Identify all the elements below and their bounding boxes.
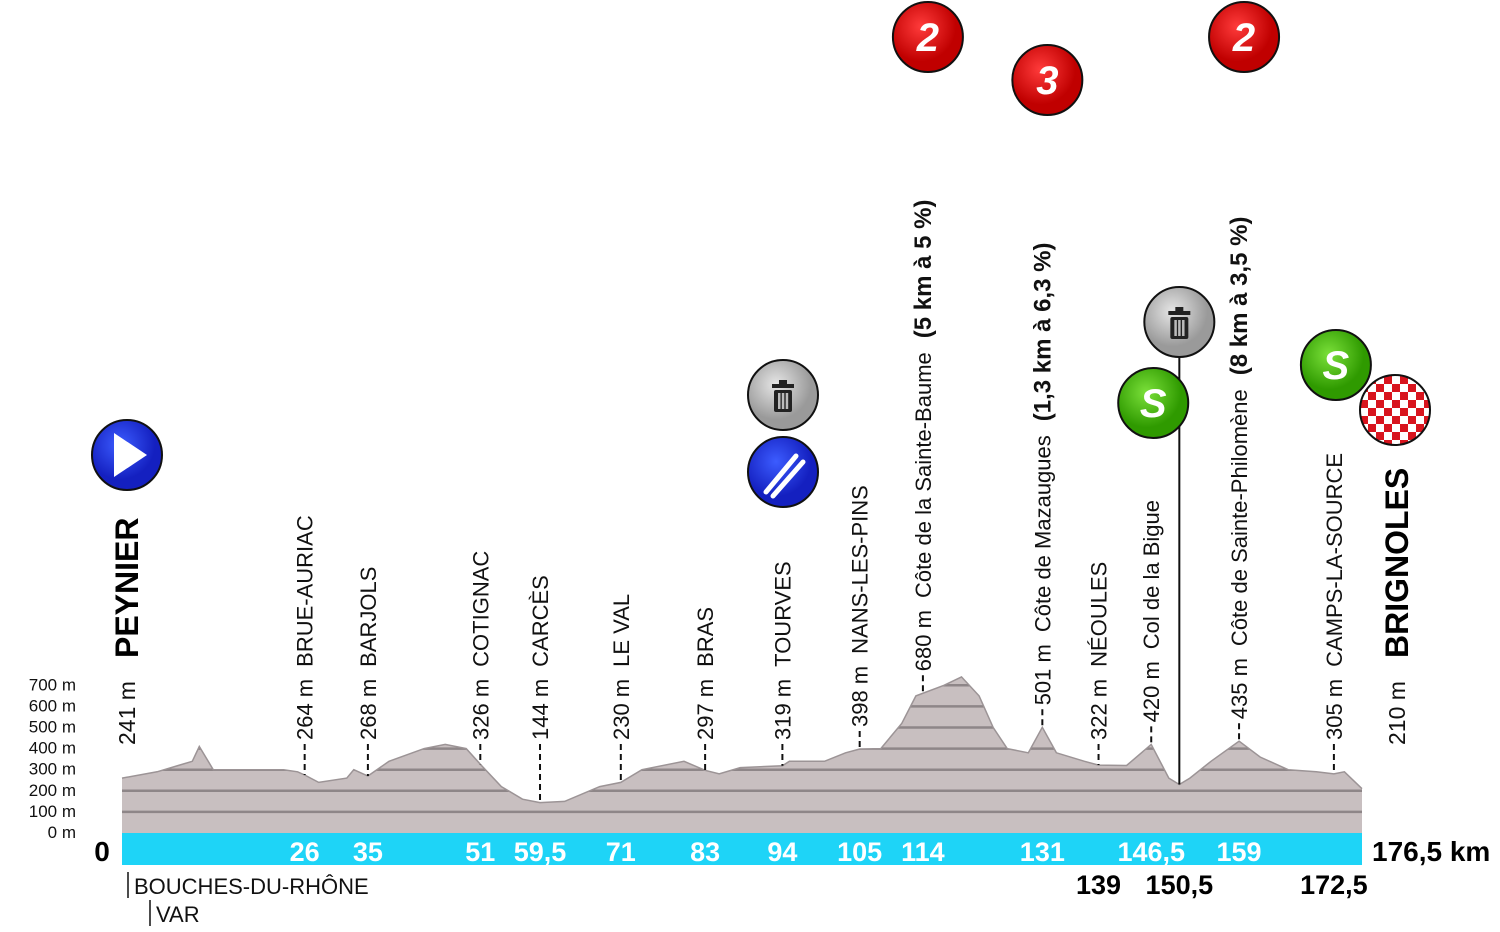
climb-category: 2 [1232, 16, 1255, 60]
waypoint-altitude: 322 m [1087, 679, 1112, 740]
waypoint-name: BRIGNOLES [1379, 468, 1415, 658]
km-label: 0 [94, 836, 110, 867]
km-label: 83 [690, 837, 720, 867]
waypoint-name: CARCÈS [528, 575, 553, 667]
waypoint-name: BRAS [693, 607, 718, 667]
climb-detail: (5 km à 5 %) [910, 199, 937, 338]
waypoint-label: 435 m Côte de Sainte-Philomène (8 km à 3,5… [1226, 216, 1253, 719]
y-tick-label: 0 m [48, 823, 76, 842]
km-label: 59,5 [514, 837, 567, 867]
sprint-icon [1299, 329, 1372, 401]
feed-cutlery [763, 453, 806, 499]
waypoint-label: 319 m TOURVES [770, 561, 795, 740]
waypoint-altitude: 435 m [1227, 658, 1252, 719]
waypoint-label: 268 m BARJOLS [356, 567, 381, 740]
waypoint-altitude: 501 m [1030, 644, 1055, 705]
start-arrow [114, 433, 147, 477]
waypoint-label: 322 m NÉOULES [1087, 562, 1112, 740]
y-tick-label: 600 m [29, 696, 76, 715]
y-tick-label: 100 m [29, 802, 76, 821]
waypoint-altitude: 144 m [528, 679, 553, 740]
km-band [122, 833, 1362, 865]
y-tick-label: 300 m [29, 760, 76, 779]
waypoint-name: NANS-LES-PINS [848, 485, 873, 654]
sprint-icon [1117, 367, 1190, 439]
km-label: 26 [290, 837, 320, 867]
km-label: 35 [353, 837, 383, 867]
waypoint-altitude: 326 m [468, 679, 493, 740]
waypoint-label: 144 m CARCÈS [528, 575, 553, 740]
km-label-lower: 150,5 [1146, 870, 1214, 900]
km-label: 105 [837, 837, 882, 867]
km-label: 94 [767, 837, 797, 867]
waypoint-altitude: 420 m [1139, 661, 1164, 722]
waypoint-name: LE VAL [609, 594, 634, 667]
waypoint-label: 398 m NANS-LES-PINS [848, 485, 873, 727]
waypoint-name: Côte de Sainte-Philomène [1227, 389, 1252, 646]
waypoint-name: NÉOULES [1087, 562, 1112, 667]
waste-zone-trash [1168, 307, 1191, 339]
km-label: 146,5 [1117, 837, 1185, 867]
waypoint-altitude: 230 m [609, 679, 634, 740]
waypoint-label: 420 m Col de la Bigue [1139, 500, 1164, 722]
waypoint-name: BRUE-AURIAC [293, 515, 318, 667]
y-tick-label: 700 m [29, 675, 76, 694]
waypoint-name: BARJOLS [356, 567, 381, 667]
waypoint-altitude: 210 m [1384, 681, 1410, 745]
waypoint-name: Côte de Mazaugues [1030, 435, 1055, 632]
finish-icon [1359, 374, 1431, 446]
climb-icon [1208, 1, 1281, 73]
waypoint-altitude: 297 m [693, 679, 718, 740]
waypoint-label: 680 m Côte de la Sainte-Baume (5 km à 5 %) [910, 199, 937, 671]
climb-category: 3 [1036, 59, 1058, 103]
waypoint-name: Col de la Bigue [1139, 500, 1164, 649]
profile-edge [121, 675, 1363, 804]
climb-icon [891, 1, 964, 73]
waypoint-altitude: 680 m [911, 610, 936, 671]
km-label: 71 [606, 837, 636, 867]
waypoint-altitude: 319 m [770, 679, 795, 740]
y-tick-label: 500 m [29, 718, 76, 737]
km-label: 51 [465, 837, 495, 867]
profile-area [122, 676, 1362, 833]
waypoint-altitude: 305 m [1322, 679, 1347, 740]
km-label-lower: 139 [1076, 870, 1121, 900]
waypoint-altitude: 241 m [114, 681, 140, 745]
icons [91, 359, 1431, 508]
waypoint-altitude: 268 m [356, 679, 381, 740]
climb-icon [1011, 44, 1084, 116]
climb-category: 2 [916, 16, 939, 60]
y-tick-label: 400 m [29, 739, 76, 758]
waypoint-name: TOURVES [770, 561, 795, 667]
sprint-label: S [1323, 344, 1350, 388]
climb-detail: (1,3 km à 6,3 %) [1029, 242, 1056, 421]
climb-detail: (8 km à 3,5 %) [1226, 216, 1253, 375]
waypoint-name: Côte de la Sainte-Baume [911, 352, 936, 598]
waypoint-name: PEYNIER [109, 518, 145, 658]
waypoint-label: 264 m BRUE-AURIAC [293, 515, 318, 740]
waypoint-label: 326 m COTIGNAC [468, 551, 493, 740]
waypoint-name: CAMPS-LA-SOURCE [1322, 453, 1347, 667]
waypoint-altitude: 264 m [293, 679, 318, 740]
y-tick-label: 200 m [29, 781, 76, 800]
region-label: VAR [156, 902, 200, 927]
km-label: 114 [901, 837, 945, 867]
waypoint-name: COTIGNAC [468, 551, 493, 667]
waypoint-label: 501 m Côte de Mazaugues (1,3 km à 6,3 %) [1029, 242, 1056, 705]
waypoint-altitude: 398 m [848, 666, 873, 727]
km-label: 176,5 km [1372, 836, 1490, 867]
sprint-label: S [1140, 382, 1167, 426]
waypoint-label: 297 m BRAS [693, 607, 718, 740]
waypoint-label: 230 m LE VAL [609, 594, 634, 740]
km-label: 131 [1020, 837, 1065, 867]
km-label: 159 [1217, 837, 1262, 867]
km-label-lower: 172,5 [1300, 870, 1368, 900]
region-label: BOUCHES-DU-RHÔNE [134, 874, 369, 899]
waypoint-label: 305 m CAMPS-LA-SOURCE [1322, 453, 1347, 740]
